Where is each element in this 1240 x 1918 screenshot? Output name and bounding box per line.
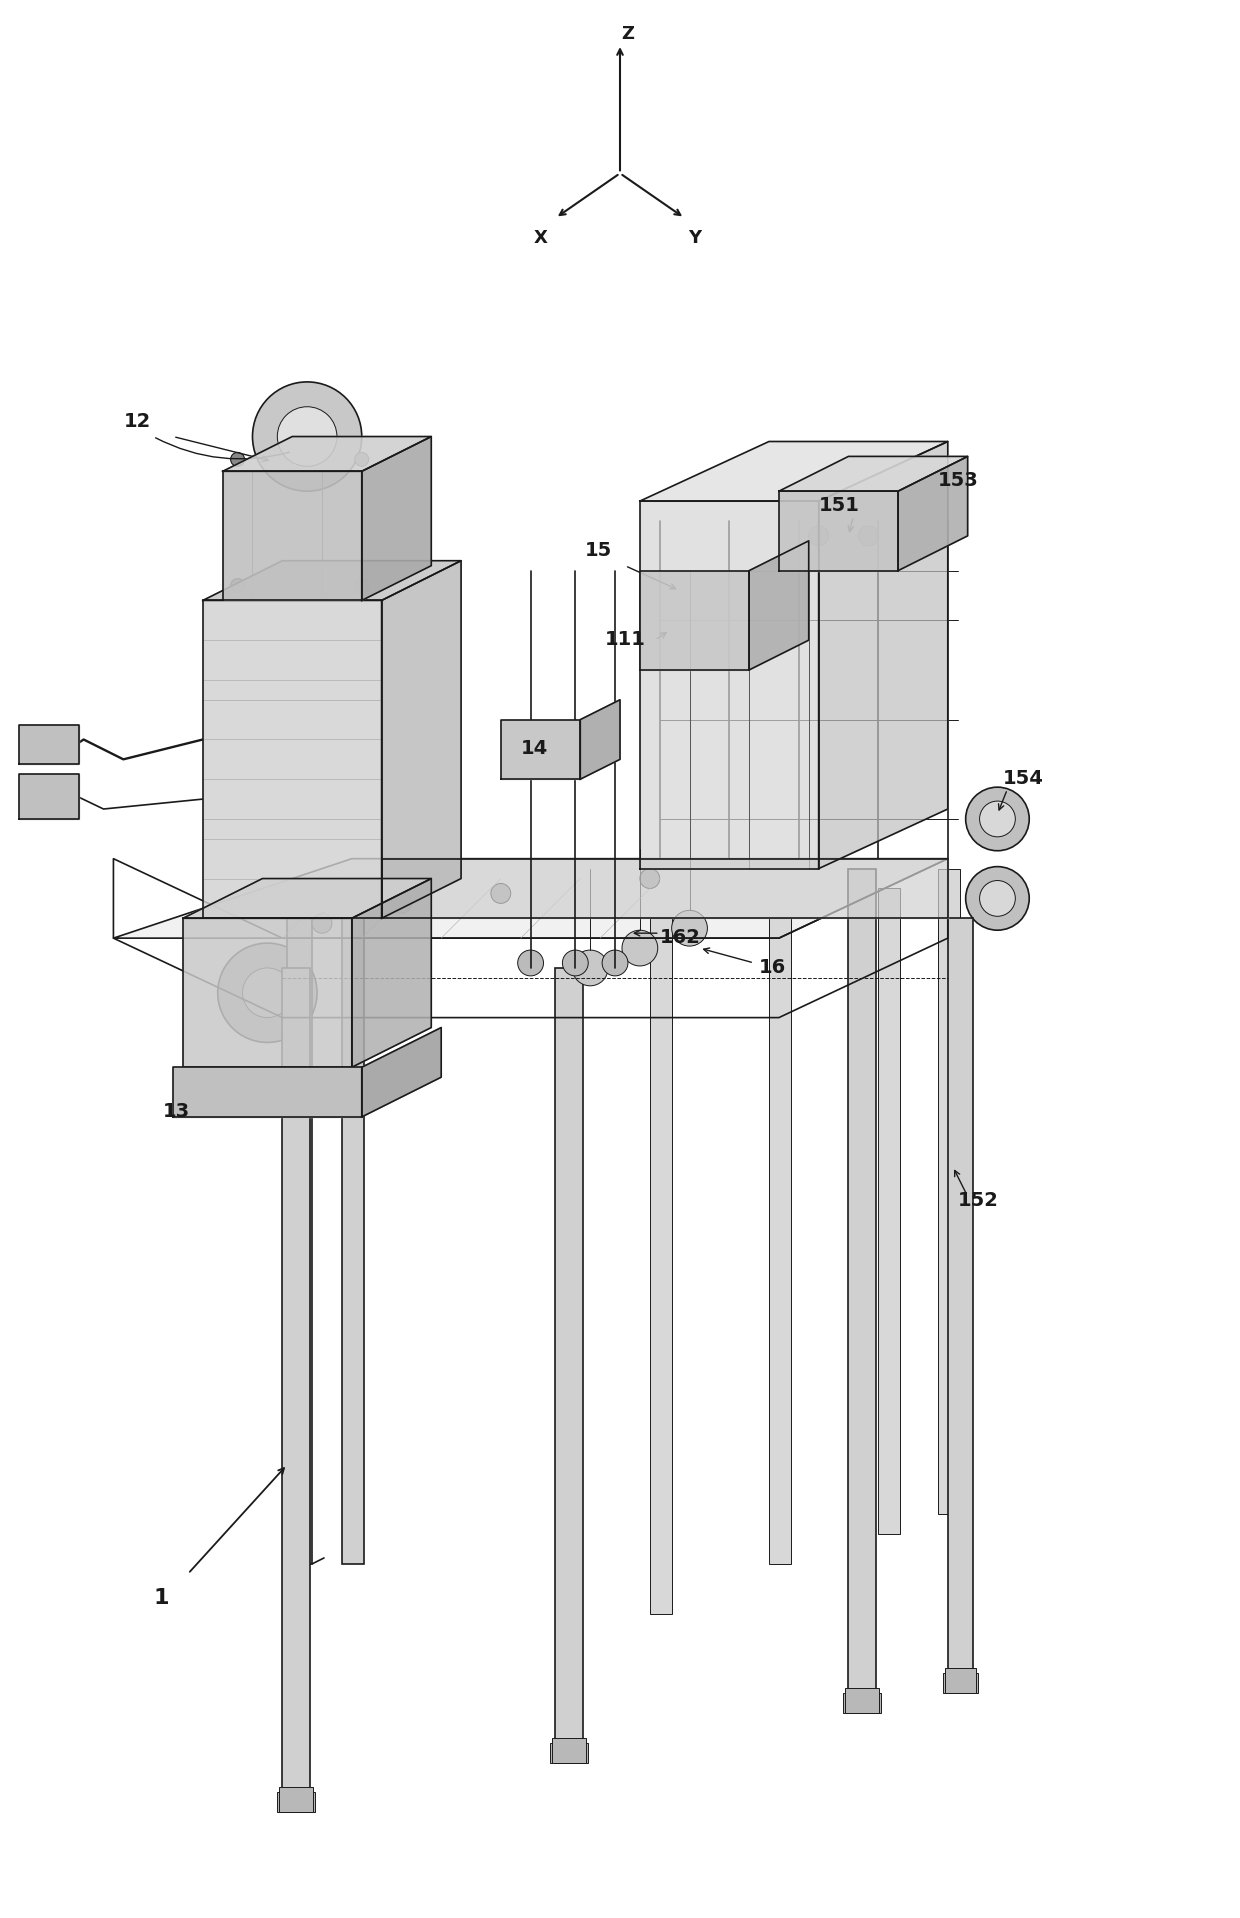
- Circle shape: [980, 880, 1016, 917]
- Circle shape: [513, 750, 528, 763]
- Polygon shape: [898, 456, 967, 572]
- Circle shape: [573, 949, 608, 986]
- Bar: [283, 969, 310, 1813]
- Polygon shape: [362, 1028, 441, 1116]
- Circle shape: [622, 930, 657, 967]
- Circle shape: [231, 453, 244, 466]
- Text: 151: 151: [818, 497, 859, 516]
- Polygon shape: [779, 456, 967, 491]
- Polygon shape: [184, 919, 352, 1066]
- Text: 16: 16: [759, 957, 786, 976]
- Circle shape: [355, 453, 368, 466]
- Text: 111: 111: [605, 631, 646, 648]
- Polygon shape: [203, 560, 461, 600]
- Bar: [556, 969, 583, 1763]
- Polygon shape: [223, 437, 432, 472]
- Text: X: X: [533, 228, 548, 247]
- Bar: [843, 1694, 882, 1713]
- Text: 162: 162: [660, 928, 701, 947]
- Polygon shape: [640, 441, 947, 501]
- Text: 15: 15: [585, 541, 613, 560]
- Polygon shape: [19, 725, 78, 763]
- Circle shape: [858, 526, 878, 547]
- Bar: [878, 888, 900, 1534]
- Text: Z: Z: [621, 25, 635, 44]
- Circle shape: [278, 407, 337, 466]
- Bar: [278, 1791, 315, 1813]
- Circle shape: [640, 869, 660, 888]
- Bar: [848, 869, 877, 1713]
- Circle shape: [253, 382, 362, 491]
- Polygon shape: [19, 775, 78, 819]
- Bar: [846, 1688, 879, 1713]
- Circle shape: [63, 738, 74, 750]
- Circle shape: [24, 738, 35, 750]
- Bar: [288, 919, 312, 1563]
- Circle shape: [392, 894, 412, 913]
- Polygon shape: [184, 878, 432, 919]
- Bar: [945, 1669, 976, 1694]
- Bar: [551, 1743, 588, 1763]
- Polygon shape: [640, 572, 749, 669]
- Circle shape: [231, 579, 244, 593]
- Circle shape: [218, 944, 317, 1043]
- Circle shape: [543, 731, 558, 744]
- Circle shape: [563, 949, 588, 976]
- Circle shape: [517, 949, 543, 976]
- Polygon shape: [749, 541, 808, 669]
- Bar: [769, 919, 791, 1563]
- Circle shape: [43, 738, 55, 750]
- Circle shape: [53, 790, 64, 804]
- Circle shape: [603, 949, 627, 976]
- Text: 13: 13: [164, 1103, 190, 1120]
- Circle shape: [24, 790, 35, 804]
- Circle shape: [808, 526, 828, 547]
- Circle shape: [966, 867, 1029, 930]
- Text: 14: 14: [521, 738, 548, 758]
- Text: 1: 1: [154, 1588, 169, 1607]
- Text: Y: Y: [688, 228, 701, 247]
- Bar: [947, 919, 972, 1694]
- Circle shape: [543, 750, 558, 763]
- Circle shape: [980, 802, 1016, 836]
- Polygon shape: [362, 437, 432, 600]
- Circle shape: [243, 969, 293, 1018]
- Polygon shape: [203, 600, 382, 919]
- Polygon shape: [640, 501, 818, 869]
- Circle shape: [491, 884, 511, 903]
- Circle shape: [312, 913, 332, 934]
- Circle shape: [966, 786, 1029, 852]
- Polygon shape: [818, 441, 947, 869]
- Text: 152: 152: [957, 1191, 998, 1210]
- Circle shape: [355, 579, 368, 593]
- Polygon shape: [382, 859, 947, 919]
- Circle shape: [672, 911, 707, 946]
- Polygon shape: [174, 1066, 362, 1116]
- Bar: [650, 919, 672, 1613]
- Bar: [937, 869, 960, 1513]
- Polygon shape: [113, 859, 947, 938]
- Polygon shape: [352, 878, 432, 1066]
- Circle shape: [513, 731, 528, 744]
- Polygon shape: [580, 700, 620, 779]
- Polygon shape: [779, 491, 898, 572]
- Polygon shape: [223, 472, 362, 600]
- Text: 153: 153: [937, 472, 978, 491]
- Bar: [279, 1788, 312, 1813]
- Polygon shape: [382, 560, 461, 919]
- Bar: [553, 1738, 587, 1763]
- Text: 12: 12: [123, 412, 150, 432]
- Polygon shape: [501, 719, 580, 779]
- Bar: [342, 919, 363, 1563]
- Bar: [942, 1672, 977, 1694]
- Text: 154: 154: [1002, 769, 1043, 788]
